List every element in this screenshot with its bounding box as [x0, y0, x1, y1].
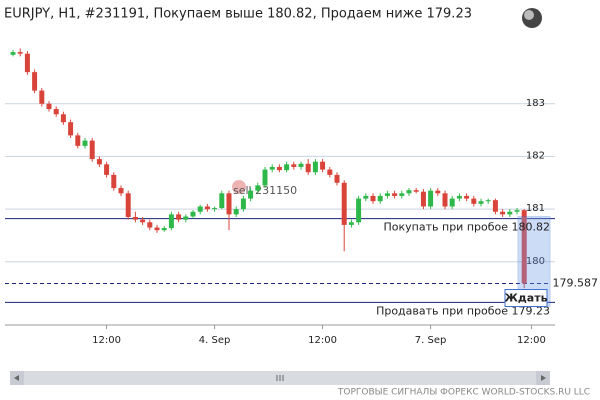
candle-body: [10, 52, 16, 55]
candle-body: [392, 193, 398, 196]
candle-body: [428, 190, 434, 207]
candle-body: [46, 103, 52, 110]
candle-body: [96, 159, 102, 165]
candle-body: [420, 191, 426, 207]
candle-body: [500, 211, 506, 215]
y-tick-label: 182: [526, 150, 545, 161]
candle-body: [464, 195, 470, 199]
candle-body: [456, 195, 462, 199]
candle-body: [176, 214, 182, 220]
candle-body: [485, 200, 491, 202]
candle-body: [312, 161, 318, 173]
x-tick-label: 7. Sep: [415, 335, 447, 346]
x-tick-label: 4. Sep: [199, 335, 231, 346]
candle-body: [442, 193, 448, 207]
candle-body: [24, 53, 30, 73]
candle-body: [168, 214, 174, 229]
candle-body: [240, 198, 246, 210]
candle-body: [478, 201, 484, 204]
candle-body: [104, 164, 110, 175]
candle-body: [60, 114, 66, 123]
candle-body: [471, 198, 477, 204]
x-tick-label: 12:00: [308, 335, 337, 346]
candle-body: [183, 216, 189, 220]
y-tick-label: 183: [526, 98, 545, 109]
candle-body: [82, 140, 88, 146]
scrollbar[interactable]: [10, 371, 550, 385]
candle-body: [356, 198, 362, 223]
candle-body: [204, 206, 210, 210]
x-tick-label: 12:00: [92, 335, 121, 346]
candle-body: [449, 198, 455, 207]
current-price-label: 179.587: [553, 277, 599, 290]
candle-body: [118, 188, 124, 194]
candle-body: [521, 210, 527, 284]
candle-body: [284, 164, 290, 171]
candle-body: [140, 219, 146, 223]
signal-label: Ждать: [504, 292, 547, 305]
y-tick-label: 180: [526, 256, 545, 267]
candle-body: [507, 211, 513, 215]
footer: ТОРГОВЫЕ СИГНАЛЫ ФОРЕКС WORLD-STOCKS.RU …: [337, 388, 590, 398]
candle-body: [147, 222, 153, 228]
candle-body: [161, 228, 167, 231]
candle-body: [17, 52, 23, 54]
price-box: [551, 276, 600, 291]
candle-body: [255, 185, 261, 191]
candle-body: [370, 195, 376, 202]
candle-body: [219, 193, 225, 209]
candle-body: [435, 190, 441, 194]
candle-body: [89, 140, 95, 160]
x-tick-label: 12:00: [517, 335, 546, 346]
candle-body: [406, 190, 412, 194]
candle-body: [111, 174, 117, 189]
candle-body: [276, 166, 282, 171]
candle-body: [399, 193, 405, 196]
candle-body: [226, 193, 232, 215]
candle-body: [413, 190, 419, 192]
candle-body: [514, 210, 520, 212]
candle-body: [492, 200, 498, 212]
candle-body: [68, 122, 74, 136]
sell-label: Продавать при пробое 179.23: [376, 304, 550, 317]
candle-body: [132, 217, 138, 220]
candle-body: [125, 193, 131, 218]
candle-body: [305, 163, 311, 173]
candle-body: [327, 169, 333, 175]
candle-body: [262, 169, 268, 186]
candle-body: [348, 222, 354, 225]
candle-body: [334, 174, 340, 183]
candle-body: [190, 211, 196, 217]
chart-title: EURJPY, H1, #231191, Покупаем выше 180.8…: [4, 7, 472, 22]
candle-body: [197, 206, 203, 212]
candle-body: [298, 163, 304, 167]
candle-body: [363, 195, 369, 199]
candle-body: [53, 109, 59, 115]
y-tick-label: 181: [526, 203, 545, 214]
candle-body: [39, 90, 45, 104]
candle-body: [154, 227, 160, 231]
candle-body: [248, 190, 254, 199]
candle-body: [341, 182, 347, 225]
candle-body: [269, 166, 275, 170]
signal-box: [504, 289, 548, 308]
candle-body: [32, 72, 38, 91]
candle-body: [291, 164, 297, 167]
buy-label: Покупать при пробое 180.82: [384, 221, 550, 234]
candle-body: [212, 208, 218, 210]
order-marker: [232, 180, 246, 194]
candle-body: [233, 209, 239, 215]
candle-body: [384, 193, 390, 196]
candle-body: [75, 135, 81, 146]
globe-icon[interactable]: [522, 8, 542, 28]
candle-body: [320, 161, 326, 170]
candle-body: [377, 195, 383, 202]
